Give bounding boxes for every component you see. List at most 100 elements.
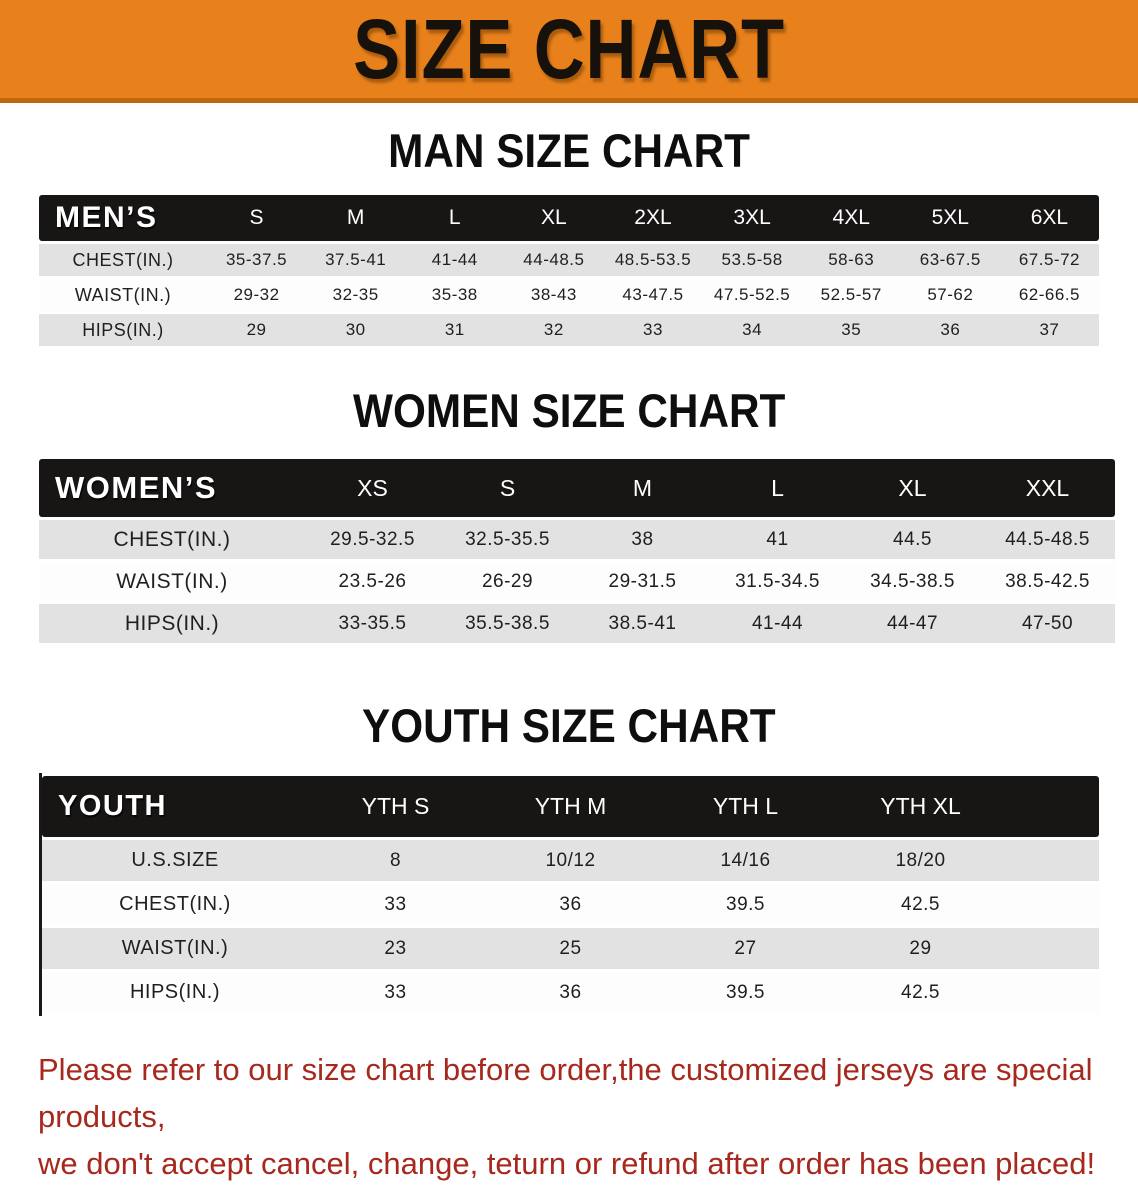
row-spacer-cell <box>1008 840 1099 881</box>
disclaimer-line-1: Please refer to our size chart before or… <box>38 1052 1093 1135</box>
man-size-chart-heading: MAN SIZE CHART <box>388 124 750 177</box>
size-value-cell: 39.5 <box>658 884 833 925</box>
size-value-cell: 38-43 <box>504 279 604 311</box>
womens-size-table-container: WOMEN’S XS S M L XL XXL CHEST(IN.) 29.5-32.5 32.5… <box>39 456 1115 646</box>
size-column-header: YTH M <box>483 776 658 837</box>
size-value-cell: 47.5-52.5 <box>702 279 802 311</box>
size-value-cell: 42.5 <box>833 972 1008 1013</box>
size-value-cell: 33 <box>308 972 483 1013</box>
women-size-table: WOMEN’S XS S M L XL XXL CHEST(IN.) 29.5-32.5 32.5… <box>39 456 1115 646</box>
size-value-cell: 18/20 <box>833 840 1008 881</box>
size-value-cell: 14/16 <box>658 840 833 881</box>
size-value-cell: 62-66.5 <box>999 279 1099 311</box>
size-value-cell: 42.5 <box>833 884 1008 925</box>
size-value-cell: 23.5-26 <box>305 562 440 601</box>
size-column-header: 4XL <box>801 195 901 241</box>
table-row: CHEST(IN.) 33 36 39.5 42.5 <box>42 884 1099 925</box>
youth-size-table-container: YOUTH YTH S YTH M YTH L YTH XL U.S.SIZE 8 10/12… <box>39 773 1099 1016</box>
measurement-row-label: HIPS(IN.) <box>39 604 305 643</box>
row-spacer-cell <box>1008 928 1099 969</box>
size-value-cell: 63-67.5 <box>900 244 1000 276</box>
measurement-row-label: CHEST(IN.) <box>39 244 207 276</box>
row-spacer-cell <box>1008 884 1099 925</box>
size-value-cell: 37 <box>999 314 1099 346</box>
size-column-header: M <box>306 195 406 241</box>
size-value-cell: 35.5-38.5 <box>440 604 575 643</box>
size-value-cell: 47-50 <box>980 604 1115 643</box>
size-value-cell: 29 <box>833 928 1008 969</box>
size-value-cell: 33 <box>603 314 703 346</box>
size-value-cell: 48.5-53.5 <box>603 244 703 276</box>
measurement-row-label: WAIST(IN.) <box>42 928 308 969</box>
size-column-header: M <box>575 459 710 517</box>
table-row: WAIST(IN.) 23.5-26 26-29 29-31.5 31.5-34.5 34… <box>39 562 1115 601</box>
men-size-table: MEN’S S M L XL 2XL 3XL 4XL 5XL 6XL CHEST(IN.) 35-37… <box>39 192 1099 349</box>
row-spacer-cell <box>1008 972 1099 1013</box>
size-chart-banner: SIZE CHART <box>0 0 1138 103</box>
size-value-cell: 35-38 <box>405 279 505 311</box>
size-value-cell: 44-48.5 <box>504 244 604 276</box>
measurement-row-label: CHEST(IN.) <box>39 520 305 559</box>
table-corner-label: WOMEN’S <box>39 459 305 517</box>
size-value-cell: 58-63 <box>801 244 901 276</box>
size-value-cell: 44.5-48.5 <box>980 520 1115 559</box>
size-value-cell: 26-29 <box>440 562 575 601</box>
size-value-cell: 31.5-34.5 <box>710 562 845 601</box>
size-value-cell: 36 <box>483 884 658 925</box>
women-size-chart-section: WOMEN SIZE CHART WOMEN’S XS S M L XL XXL CHEST(… <box>0 387 1138 646</box>
size-value-cell: 44-47 <box>845 604 980 643</box>
table-row: HIPS(IN.) 33 36 39.5 42.5 <box>42 972 1099 1013</box>
disclaimer-text: Please refer to our size chart before or… <box>38 1046 1100 1187</box>
size-value-cell: 8 <box>308 840 483 881</box>
size-value-cell: 67.5-72 <box>999 244 1099 276</box>
women-size-chart-heading: WOMEN SIZE CHART <box>352 384 786 437</box>
size-value-cell: 52.5-57 <box>801 279 901 311</box>
size-column-header: XS <box>305 459 440 517</box>
size-column-header: XL <box>504 195 604 241</box>
table-row: CHEST(IN.) 29.5-32.5 32.5-35.5 38 41 44.5 44.5… <box>39 520 1115 559</box>
size-value-cell: 44.5 <box>845 520 980 559</box>
size-value-cell: 41 <box>710 520 845 559</box>
size-column-header: YTH L <box>658 776 833 837</box>
youth-size-table: YOUTH YTH S YTH M YTH L YTH XL U.S.SIZE 8 10/12… <box>39 773 1099 1016</box>
header-spacer-cell <box>1008 776 1099 837</box>
size-chart-title: SIZE CHART <box>353 2 785 96</box>
table-row: WAIST(IN.) 23 25 27 29 <box>42 928 1099 969</box>
size-value-cell: 30 <box>306 314 406 346</box>
man-size-chart-section: MAN SIZE CHART MEN’S S M L XL 2XL 3XL 4XL 5XL 6XL… <box>0 127 1138 349</box>
disclaimer-line-2: we don't accept cancel, change, teturn o… <box>38 1146 1096 1182</box>
table-row: CHEST(IN.) 35-37.5 37.5-41 41-44 44-48.5 48.5… <box>39 244 1099 276</box>
measurement-row-label: CHEST(IN.) <box>42 884 308 925</box>
measurement-row-label: HIPS(IN.) <box>39 314 207 346</box>
youth-size-chart-heading: YOUTH SIZE CHART <box>362 699 776 752</box>
size-column-header: S <box>207 195 307 241</box>
size-value-cell: 36 <box>900 314 1000 346</box>
size-value-cell: 43-47.5 <box>603 279 703 311</box>
size-value-cell: 53.5-58 <box>702 244 802 276</box>
size-value-cell: 32 <box>504 314 604 346</box>
size-value-cell: 29 <box>207 314 307 346</box>
size-value-cell: 41-44 <box>405 244 505 276</box>
table-row: HIPS(IN.) 29 30 31 32 33 34 35 36 37 <box>39 314 1099 346</box>
size-column-header: S <box>440 459 575 517</box>
size-value-cell: 41-44 <box>710 604 845 643</box>
size-value-cell: 23 <box>308 928 483 969</box>
size-value-cell: 25 <box>483 928 658 969</box>
measurement-row-label: U.S.SIZE <box>42 840 308 881</box>
size-column-header: 5XL <box>900 195 1000 241</box>
table-row: WAIST(IN.) 29-32 32-35 35-38 38-43 43-47.5 47.… <box>39 279 1099 311</box>
size-value-cell: 29.5-32.5 <box>305 520 440 559</box>
size-value-cell: 29-31.5 <box>575 562 710 601</box>
size-value-cell: 38 <box>575 520 710 559</box>
size-value-cell: 37.5-41 <box>306 244 406 276</box>
size-value-cell: 34.5-38.5 <box>845 562 980 601</box>
size-value-cell: 34 <box>702 314 802 346</box>
size-value-cell: 27 <box>658 928 833 969</box>
size-value-cell: 36 <box>483 972 658 1013</box>
size-value-cell: 39.5 <box>658 972 833 1013</box>
size-column-header: 3XL <box>702 195 802 241</box>
size-value-cell: 32.5-35.5 <box>440 520 575 559</box>
size-value-cell: 38.5-41 <box>575 604 710 643</box>
size-value-cell: 33 <box>308 884 483 925</box>
size-value-cell: 10/12 <box>483 840 658 881</box>
